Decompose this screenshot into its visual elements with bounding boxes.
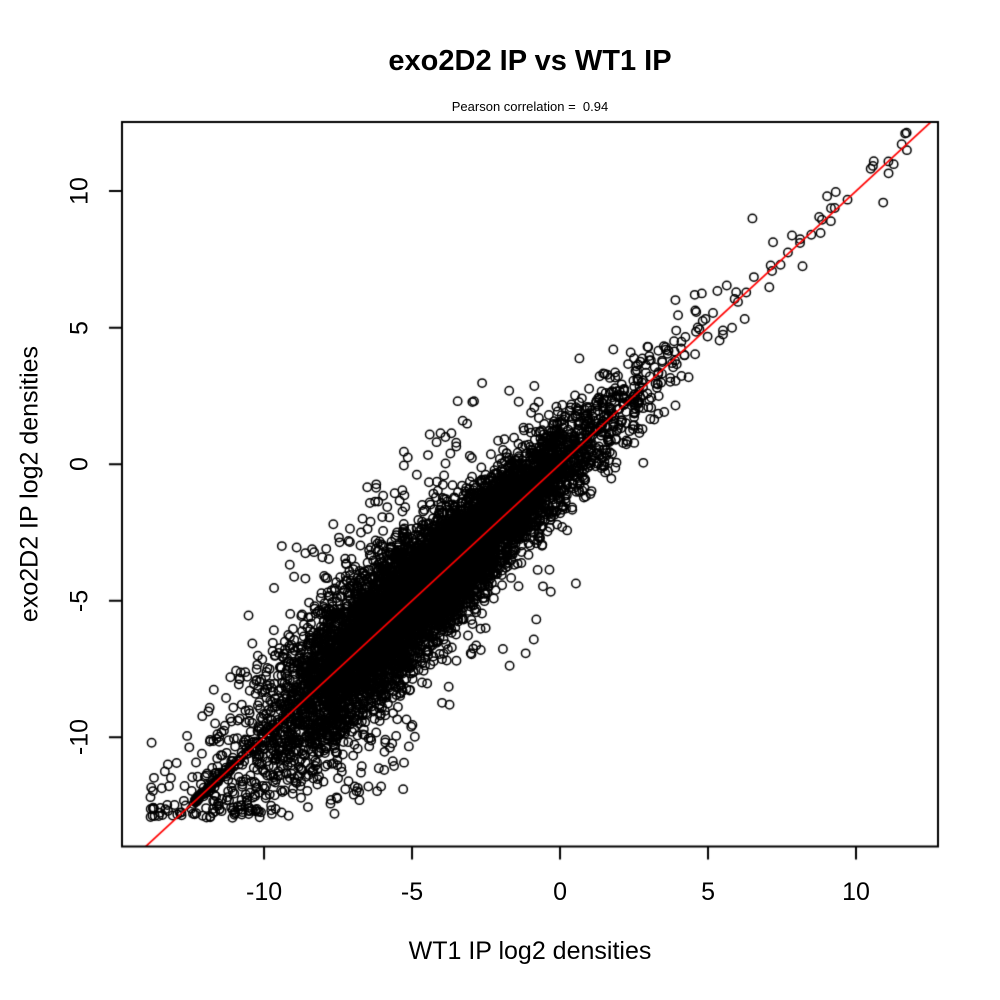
x-tick-label: -10 bbox=[245, 878, 283, 906]
y-tick-label: 5 bbox=[65, 320, 94, 335]
y-tick-label: -5 bbox=[65, 589, 94, 612]
chart-subtitle-pearson-correlation: Pearson correlation = 0.94 bbox=[451, 99, 609, 114]
x-axis-label: WT1 IP log2 densities bbox=[408, 937, 652, 965]
x-tick-label: 0 bbox=[553, 878, 567, 906]
x-tick-label: 10 bbox=[842, 878, 870, 906]
y-tick-label: -10 bbox=[65, 719, 94, 756]
y-tick-label: 0 bbox=[65, 457, 94, 472]
chart-title: exo2D2 IP vs WT1 IP bbox=[388, 45, 672, 77]
x-tick-label: 5 bbox=[701, 878, 715, 906]
y-tick-label: 10 bbox=[65, 177, 94, 205]
x-tick-label: -5 bbox=[400, 878, 424, 906]
y-axis-label: exo2D2 IP log2 densities bbox=[15, 345, 44, 623]
